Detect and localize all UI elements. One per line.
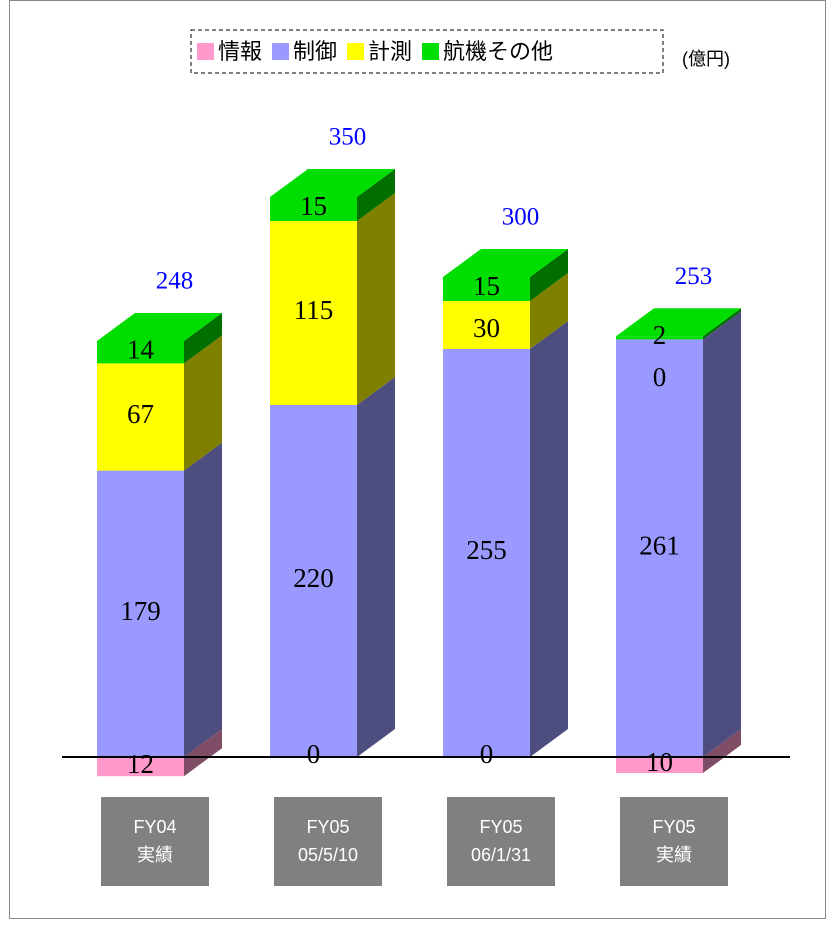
bar-top — [97, 313, 222, 341]
bar-side — [357, 169, 395, 221]
total-label: 350 — [329, 124, 367, 151]
total-label: 300 — [502, 204, 540, 231]
bar-side — [530, 321, 568, 757]
legend-label: 航機その他 — [443, 39, 553, 64]
x-tick-label: 06/1/31 — [471, 845, 531, 865]
value-label: 30 — [473, 313, 500, 343]
bar-side — [703, 311, 741, 757]
value-label: 12 — [127, 749, 154, 779]
legend-swatch — [272, 43, 290, 60]
legend-swatch — [197, 43, 214, 60]
bar-side — [703, 729, 741, 773]
value-label: 15 — [300, 191, 327, 221]
legend-label: 計測 — [368, 39, 412, 64]
value-label: 0 — [480, 739, 494, 769]
legend-box — [190, 29, 664, 74]
category-box — [447, 797, 555, 886]
bar-side — [184, 313, 222, 364]
category-box — [620, 797, 728, 886]
bar-segment — [443, 301, 530, 349]
value-label: 255 — [466, 535, 507, 565]
bar-side — [184, 335, 222, 471]
bar-segment — [270, 405, 357, 757]
unit-label: (億円) — [682, 49, 730, 69]
category-box — [101, 797, 209, 886]
total-label: 253 — [675, 263, 713, 290]
bar-segment — [270, 197, 357, 221]
bar-segment — [97, 470, 184, 757]
bar-segment — [443, 277, 530, 301]
value-label: 15 — [473, 271, 500, 301]
bar-side — [530, 273, 568, 349]
value-label: 0 — [653, 362, 667, 392]
value-label: 179 — [120, 596, 161, 626]
value-label: 115 — [294, 295, 334, 325]
bar-segment — [616, 336, 703, 340]
value-label: 2 — [653, 320, 667, 350]
bar-side — [357, 193, 395, 405]
x-tick-label: FY05 — [652, 817, 695, 837]
legend-label: 情報 — [218, 39, 262, 64]
bar-segment — [97, 757, 184, 777]
bar-segment — [616, 339, 703, 757]
value-label: 0 — [307, 739, 321, 769]
x-tick-label: 実績 — [656, 845, 692, 865]
bar-segment — [443, 349, 530, 757]
bar-side — [703, 308, 741, 340]
value-label: 14 — [127, 334, 155, 364]
bar-side — [184, 729, 222, 777]
x-tick-label: FY05 — [479, 817, 522, 837]
bar-segment — [270, 221, 357, 405]
x-tick-label: FY04 — [133, 817, 176, 837]
x-tick-label: 05/5/10 — [298, 845, 358, 865]
category-box — [274, 797, 382, 886]
value-label: 220 — [293, 563, 334, 593]
bar-segment — [616, 757, 703, 773]
value-label: 10 — [646, 747, 673, 777]
bar-top — [616, 308, 741, 337]
bar-top — [443, 249, 568, 277]
bar-segment — [97, 363, 184, 471]
bar-top — [270, 169, 395, 197]
legend-label: 制御 — [293, 39, 337, 64]
bar-side — [530, 249, 568, 301]
value-label: 67 — [127, 399, 154, 429]
bar-segment — [97, 341, 184, 364]
x-tick-label: FY05 — [306, 817, 349, 837]
bar-side — [357, 377, 395, 757]
legend-swatch — [422, 43, 440, 60]
bar-side — [184, 442, 222, 757]
total-label: 248 — [156, 268, 194, 295]
legend-swatch — [347, 43, 365, 60]
x-tick-label: 実績 — [137, 845, 173, 865]
value-label: 261 — [639, 530, 680, 560]
